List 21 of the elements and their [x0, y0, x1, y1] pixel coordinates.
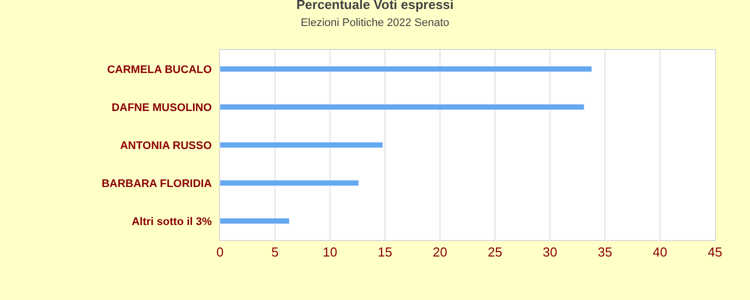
x-tick-label: 40	[652, 244, 668, 260]
bar	[220, 180, 359, 186]
y-tick-label: CARMELA BUCALO	[107, 64, 212, 76]
x-tick-label: 5	[271, 244, 279, 260]
bar	[220, 218, 290, 224]
x-tick-label: 45	[708, 244, 722, 260]
x-tick-label: 20	[432, 244, 448, 260]
x-tick-label: 10	[322, 244, 338, 260]
x-tick-label: 35	[598, 244, 612, 260]
y-tick-label: BARBARA FLORIDIA	[102, 178, 212, 190]
x-tick-label: 15	[378, 244, 392, 260]
bar	[220, 66, 592, 72]
bar	[220, 104, 584, 110]
chart-subtitle: Elezioni Politiche 2022 Senato	[300, 16, 450, 29]
x-tick-label: 25	[488, 244, 502, 260]
x-tick-label: 30	[542, 244, 558, 260]
bar	[220, 142, 384, 148]
y-tick-label: Altri sotto il 3%	[132, 216, 212, 228]
y-tick-label: ANTONIA RUSSO	[120, 140, 212, 152]
x-tick-label: 0	[216, 244, 224, 260]
y-tick-label: DAFNE MUSOLINO	[112, 102, 212, 114]
